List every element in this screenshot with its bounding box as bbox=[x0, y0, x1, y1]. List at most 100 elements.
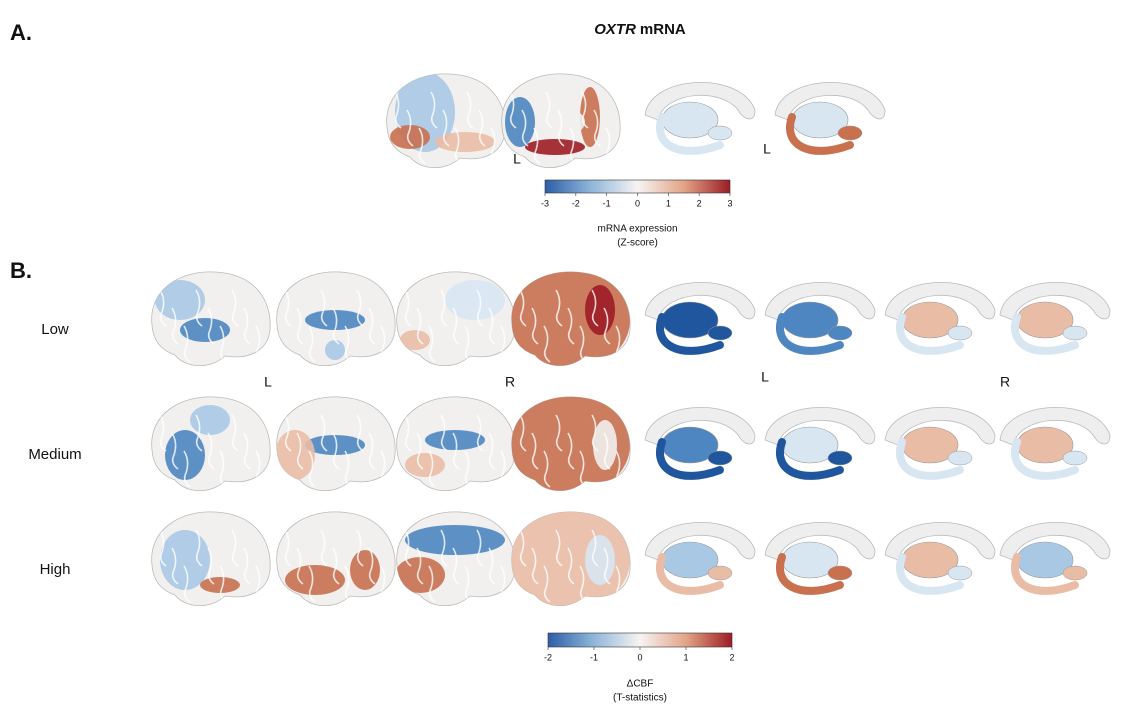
sulcus bbox=[243, 432, 251, 470]
sulcus bbox=[243, 307, 251, 345]
sulcus bbox=[488, 547, 496, 585]
region bbox=[305, 435, 365, 455]
sulcus bbox=[195, 289, 203, 327]
colorbar-label: (T-statistics) bbox=[613, 693, 667, 704]
sulcus bbox=[555, 289, 563, 327]
region bbox=[525, 139, 585, 155]
amygdala bbox=[707, 125, 733, 141]
patches bbox=[400, 280, 508, 363]
sulcus bbox=[543, 450, 551, 488]
callosum bbox=[884, 407, 996, 446]
patches bbox=[155, 280, 263, 363]
cortex bbox=[151, 396, 271, 492]
sulcus bbox=[195, 414, 203, 452]
hemisphere-label: L bbox=[763, 141, 771, 157]
sulcus bbox=[476, 529, 484, 567]
sulcus bbox=[593, 109, 601, 147]
colorbar-tick-label: -3 bbox=[541, 198, 549, 208]
callosum bbox=[764, 407, 876, 446]
sulcus bbox=[195, 529, 203, 567]
region bbox=[305, 310, 365, 330]
sulcus bbox=[356, 414, 364, 452]
sulcus bbox=[581, 91, 589, 129]
hippocampus bbox=[656, 313, 724, 355]
patches bbox=[511, 511, 630, 606]
cortex bbox=[396, 396, 516, 492]
hemisphere-label: R bbox=[505, 374, 515, 390]
sulcus bbox=[521, 109, 529, 147]
cortex bbox=[511, 271, 631, 367]
sulcus bbox=[368, 432, 376, 470]
panel-label: A. bbox=[10, 20, 32, 45]
brain-renderings bbox=[151, 73, 1111, 607]
sulcus bbox=[231, 529, 239, 567]
region bbox=[505, 97, 535, 147]
region bbox=[325, 340, 345, 360]
hippocampus bbox=[656, 553, 724, 595]
sulcus bbox=[207, 432, 215, 470]
sulcus bbox=[320, 414, 328, 452]
amygdala bbox=[707, 325, 733, 341]
patches bbox=[276, 414, 388, 488]
hemisphere-label: R bbox=[1000, 374, 1010, 390]
region bbox=[276, 430, 315, 480]
cortex bbox=[276, 271, 396, 367]
cortex bbox=[386, 73, 506, 169]
colorbar-tick-label: -2 bbox=[572, 198, 580, 208]
subcortex bbox=[884, 522, 996, 595]
region bbox=[585, 285, 615, 335]
subcortex bbox=[644, 407, 756, 480]
sulcus bbox=[356, 289, 364, 327]
sulcus bbox=[183, 325, 191, 363]
amygdala bbox=[707, 565, 733, 581]
colorbar-tick-label: 1 bbox=[666, 198, 671, 208]
region bbox=[400, 330, 430, 350]
region bbox=[190, 405, 230, 435]
sulcus bbox=[404, 414, 412, 452]
subcortex bbox=[999, 282, 1111, 355]
sulcus bbox=[394, 91, 402, 129]
hippocampus bbox=[776, 313, 844, 355]
sulcus bbox=[183, 565, 191, 603]
subcortex bbox=[884, 407, 996, 480]
amygdala bbox=[1062, 450, 1088, 466]
sulcus bbox=[159, 414, 167, 452]
sulcus bbox=[488, 307, 496, 345]
row-label: Low bbox=[41, 321, 69, 338]
sulcus bbox=[296, 307, 304, 345]
sulcus bbox=[231, 414, 239, 452]
sulcus bbox=[428, 565, 436, 603]
sulcus bbox=[567, 307, 575, 345]
sulcus bbox=[296, 547, 304, 585]
subcortex bbox=[644, 82, 756, 155]
hippocampus bbox=[1011, 438, 1079, 480]
region bbox=[200, 577, 240, 593]
sulcus bbox=[332, 307, 340, 345]
sulcus bbox=[356, 529, 364, 567]
sulcus bbox=[567, 432, 575, 470]
sulcus bbox=[543, 565, 551, 603]
sulcus bbox=[207, 307, 215, 345]
amygdala bbox=[837, 125, 863, 141]
subcortex bbox=[999, 522, 1111, 595]
row-label: Medium bbox=[28, 446, 81, 463]
region bbox=[405, 453, 445, 477]
sulcus bbox=[440, 289, 448, 327]
row-label: High bbox=[40, 561, 71, 578]
sulcus bbox=[418, 127, 426, 165]
colorbar-label: (Z-score) bbox=[617, 238, 658, 249]
sulcus bbox=[243, 547, 251, 585]
callosum bbox=[764, 522, 876, 561]
sulcus bbox=[591, 529, 599, 567]
sulcus bbox=[557, 109, 565, 147]
sulcus bbox=[284, 414, 292, 452]
sulcus bbox=[603, 547, 611, 585]
colorbar bbox=[544, 179, 731, 194]
colorbar-label: mRNA expression bbox=[597, 224, 677, 235]
colorbar-tick-label: 2 bbox=[697, 198, 702, 208]
sulcus bbox=[368, 547, 376, 585]
hippocampus bbox=[1011, 313, 1079, 355]
title-rest: mRNA bbox=[640, 21, 686, 38]
callosum bbox=[644, 82, 756, 121]
sulcus bbox=[171, 307, 179, 345]
